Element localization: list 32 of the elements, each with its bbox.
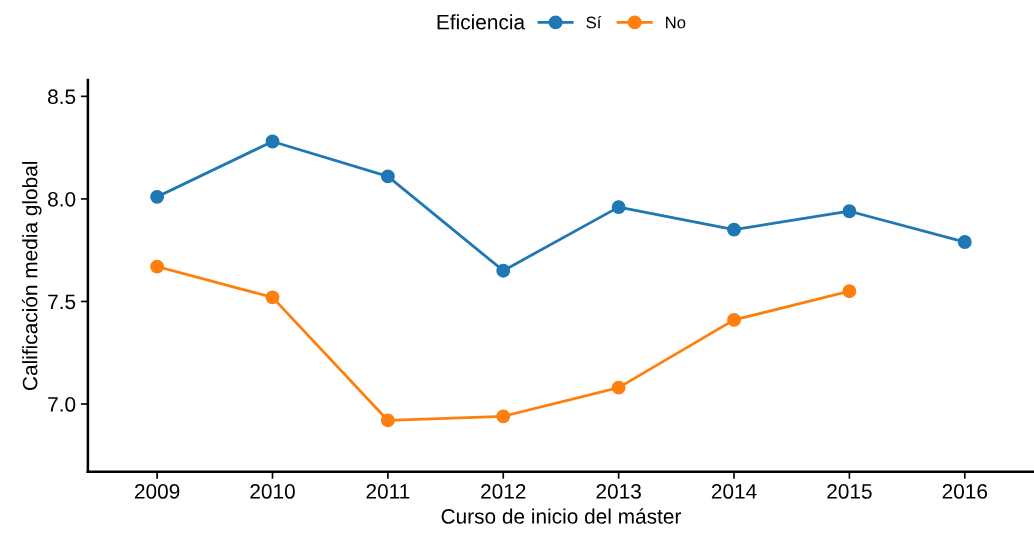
point xyxy=(496,263,511,278)
y-axis-title: Calificación media global xyxy=(21,161,42,390)
legend-label: No xyxy=(666,16,686,29)
point xyxy=(957,235,972,249)
point xyxy=(150,259,165,274)
point xyxy=(380,413,395,428)
y-tick-label: 7.5 xyxy=(48,294,76,310)
x-tick-label: 2012 xyxy=(481,484,526,499)
x-tick-label: 2013 xyxy=(596,484,641,499)
y-tick-label: 8.5 xyxy=(48,89,76,105)
point xyxy=(611,380,626,395)
x-tick-label: 2016 xyxy=(942,484,988,499)
point xyxy=(727,312,741,327)
point xyxy=(842,204,857,219)
x-tick-label: 2015 xyxy=(827,484,872,499)
point xyxy=(265,290,280,305)
point xyxy=(265,134,280,149)
y-tick-label: 8.0 xyxy=(48,191,76,207)
point xyxy=(842,284,857,299)
point xyxy=(611,200,626,215)
legend-title: Eficiencia xyxy=(437,14,526,30)
x-tick-label: 2009 xyxy=(135,484,180,499)
x-axis-title: Curso de inicio del máster xyxy=(441,508,682,524)
point xyxy=(727,222,741,237)
legend-label: Sí xyxy=(586,15,602,29)
point xyxy=(496,409,511,424)
x-tick-label: 2011 xyxy=(366,484,410,499)
y-tick-label: 7.0 xyxy=(48,397,76,412)
point xyxy=(380,169,395,184)
x-tick-label: 2010 xyxy=(250,484,295,499)
point xyxy=(150,189,165,204)
x-tick-label: 2014 xyxy=(711,484,757,499)
